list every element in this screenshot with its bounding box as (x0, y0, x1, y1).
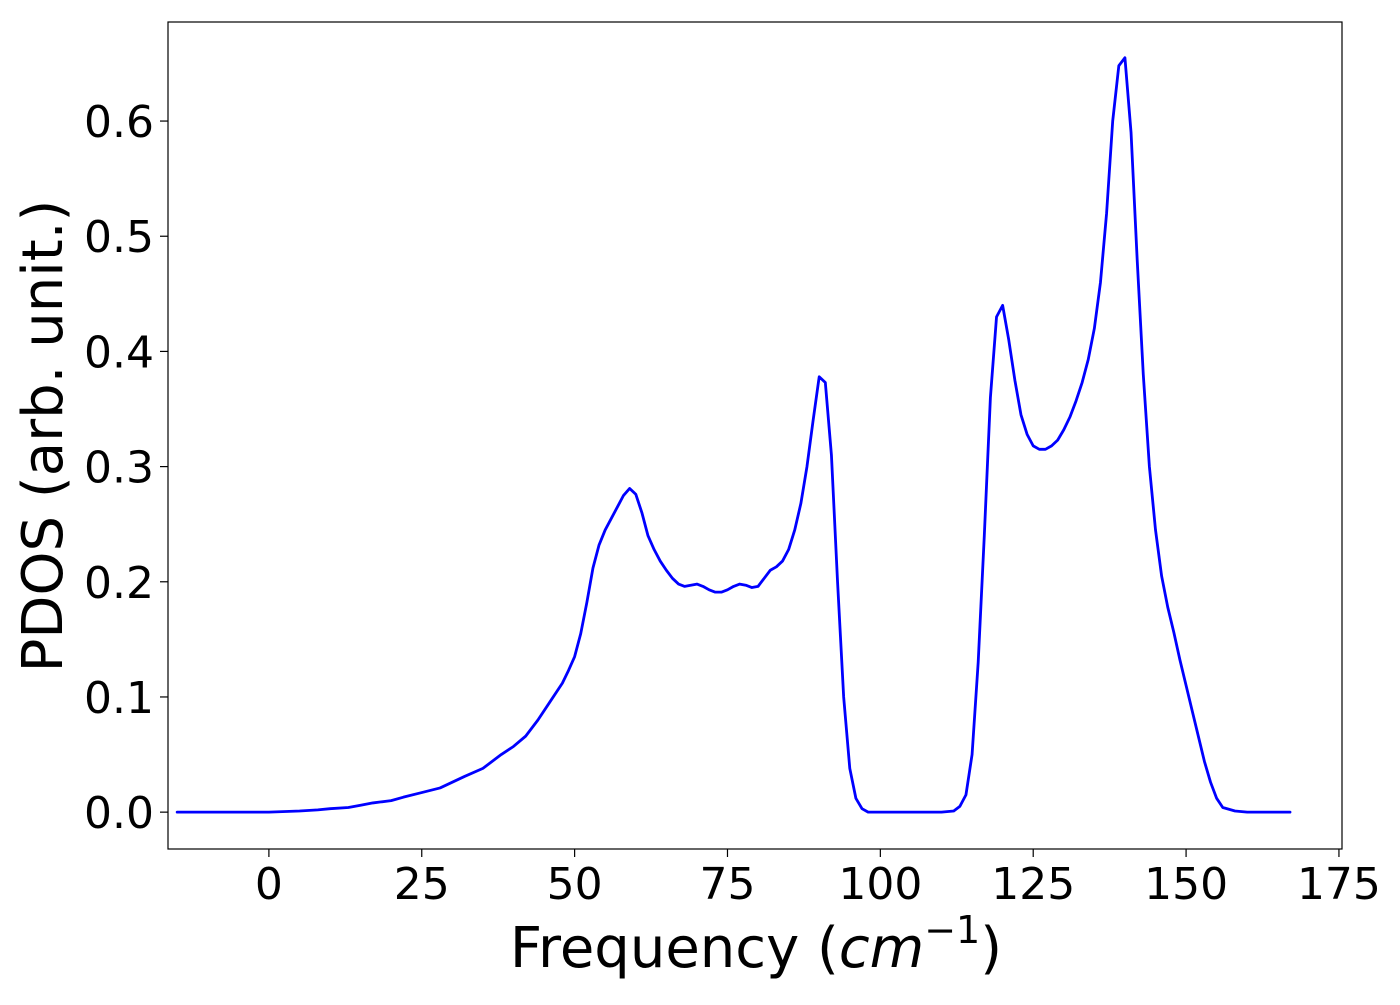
pdos-series-line (175, 56, 1292, 814)
x-axis-label-exponent: −1 (924, 908, 980, 952)
y-tick-label: 0.3 (84, 443, 154, 494)
y-axis-label: PDOS (arb. unit.) (11, 200, 76, 673)
x-tick-label: 25 (394, 859, 450, 910)
y-tick-label: 0.0 (84, 788, 154, 839)
y-tick-label: 0.2 (84, 558, 154, 609)
y-tick-label: 0.6 (84, 97, 154, 148)
y-tick-label: 0.4 (84, 327, 154, 378)
x-axis-label: Frequency (cm−1) (510, 908, 1002, 981)
y-axis-ticks: 0.0 0.1 0.2 0.3 0.4 0.5 0.6 (84, 97, 168, 839)
x-tick-label: 175 (1297, 859, 1381, 910)
y-tick-label: 0.1 (84, 673, 154, 724)
x-tick-label: 50 (547, 859, 603, 910)
x-axis-ticks: 0 25 50 75 100 125 150 175 (255, 849, 1381, 910)
x-axis-label-prefix: Frequency ( (510, 916, 839, 981)
x-tick-label: 150 (1144, 859, 1228, 910)
x-tick-label: 125 (991, 859, 1075, 910)
x-tick-label: 100 (838, 859, 922, 910)
y-tick-label: 0.5 (84, 212, 154, 263)
x-tick-label: 0 (255, 859, 283, 910)
x-tick-label: 75 (699, 859, 755, 910)
x-axis-label-suffix: ) (980, 916, 1002, 981)
x-axis-label-unit: cm (839, 916, 924, 981)
plot-area (167, 21, 1343, 850)
plot-frame (167, 21, 1343, 850)
